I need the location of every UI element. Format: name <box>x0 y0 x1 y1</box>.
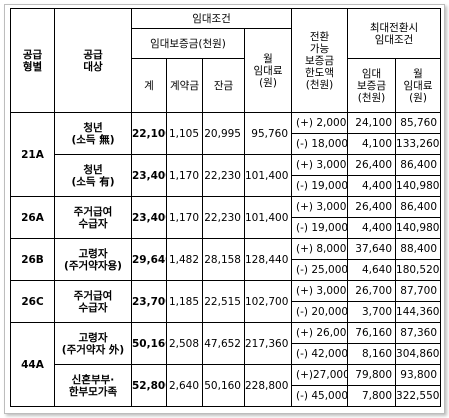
rent-cell: 101,400 <box>243 154 293 197</box>
supply-type-cell: 21A <box>10 112 55 197</box>
header-conv-deposit: 임대 보증금 (천원) <box>347 58 397 113</box>
supply-type-cell: 26C <box>10 280 55 323</box>
limit-plus-cell: (+)27,000 <box>291 364 349 386</box>
conv-rent-minus-cell: 140,980 <box>395 175 442 197</box>
header-supply-type: 공급 형별 <box>10 8 55 113</box>
header-deposit: 임대보증금(천원) <box>131 28 245 59</box>
rent-cell: 102,700 <box>243 280 293 323</box>
header-monthly-rent: 월 임대료 (원) <box>243 28 293 113</box>
total-cell: 22,100 <box>131 112 167 155</box>
supply-type-cell: 44A <box>10 322 55 407</box>
conv-deposit-plus-cell: 26,400 <box>347 196 397 218</box>
balance-cell: 22,515 <box>202 280 245 323</box>
conv-deposit-minus-cell: 7,800 <box>347 385 397 407</box>
limit-plus-cell: (+) 26,000 <box>291 322 349 344</box>
conv-rent-minus-cell: 140,980 <box>395 217 442 239</box>
conv-rent-minus-cell: 133,260 <box>395 133 442 155</box>
supply-type-cell: 26B <box>10 238 55 281</box>
supply-target-cell: 주거급여 수급자 <box>54 280 132 323</box>
conv-deposit-minus-cell: 4,400 <box>347 217 397 239</box>
total-cell: 52,800 <box>131 364 167 407</box>
contract-cell: 1,105 <box>166 112 203 155</box>
contract-cell: 2,508 <box>166 322 203 365</box>
balance-cell: 22,230 <box>202 154 245 197</box>
conv-rent-plus-cell: 88,400 <box>395 238 442 260</box>
contract-cell: 1,170 <box>166 154 203 197</box>
rent-cell: 217,360 <box>243 322 293 365</box>
conv-rent-minus-cell: 180,520 <box>395 259 442 281</box>
conv-deposit-minus-cell: 4,100 <box>347 133 397 155</box>
rent-cell: 95,760 <box>243 112 293 155</box>
supply-target-cell: 고령자 (주거약자 外) <box>54 322 132 365</box>
table-frame: 공급 형별 공급 대상 임대조건 전환 가능 보증금 한도액 (천원) 최대전환… <box>4 4 445 414</box>
header-supply-target: 공급 대상 <box>54 8 132 113</box>
balance-cell: 20,995 <box>202 112 245 155</box>
conv-deposit-plus-cell: 26,400 <box>347 154 397 176</box>
conv-deposit-minus-cell: 8,160 <box>347 343 397 365</box>
conv-rent-plus-cell: 86,400 <box>395 196 442 218</box>
total-cell: 29,640 <box>131 238 167 281</box>
conv-deposit-minus-cell: 4,400 <box>347 175 397 197</box>
total-cell: 50,160 <box>131 322 167 365</box>
header-total: 계 <box>131 58 167 113</box>
conv-rent-plus-cell: 87,360 <box>395 322 442 344</box>
limit-minus-cell: (-) 42,000 <box>291 343 349 365</box>
limit-plus-cell: (+) 8,000 <box>291 238 349 260</box>
conv-deposit-plus-cell: 24,100 <box>347 112 397 134</box>
header-balance: 잔금 <box>202 58 245 113</box>
balance-cell: 47,652 <box>202 322 245 365</box>
conv-deposit-plus-cell: 37,640 <box>347 238 397 260</box>
supply-target-cell: 주거급여 수급자 <box>54 196 132 239</box>
rent-cell: 128,440 <box>243 238 293 281</box>
conv-deposit-plus-cell: 76,160 <box>347 322 397 344</box>
balance-cell: 50,160 <box>202 364 245 407</box>
contract-cell: 2,640 <box>166 364 203 407</box>
balance-cell: 28,158 <box>202 238 245 281</box>
lease-conditions-table: 공급 형별 공급 대상 임대조건 전환 가능 보증금 한도액 (천원) 최대전환… <box>10 8 442 407</box>
conv-rent-minus-cell: 144,360 <box>395 301 442 323</box>
conv-deposit-plus-cell: 79,800 <box>347 364 397 386</box>
conv-deposit-plus-cell: 26,700 <box>347 280 397 302</box>
total-cell: 23,700 <box>131 280 167 323</box>
limit-minus-cell: (-) 18,000 <box>291 133 349 155</box>
conv-deposit-minus-cell: 3,700 <box>347 301 397 323</box>
supply-type-cell: 26A <box>10 196 55 239</box>
limit-plus-cell: (+) 3,000 <box>291 280 349 302</box>
supply-target-cell: 고령자 (주거약자용) <box>54 238 132 281</box>
conv-rent-plus-cell: 86,400 <box>395 154 442 176</box>
limit-minus-cell: (-) 19,000 <box>291 175 349 197</box>
conv-deposit-minus-cell: 4,640 <box>347 259 397 281</box>
header-lease-terms: 임대조건 <box>130 8 293 29</box>
contract-cell: 1,170 <box>166 196 203 239</box>
limit-minus-cell: (-) 20,000 <box>291 301 349 323</box>
header-convert-limit: 전환 가능 보증금 한도액 (천원) <box>291 8 349 113</box>
header-max-convert: 최대전환시 임대조건 <box>347 8 442 59</box>
supply-target-cell: 신혼부부· 한부모가족 <box>54 364 132 407</box>
conv-rent-minus-cell: 322,550 <box>395 385 442 407</box>
total-cell: 23,400 <box>131 154 167 197</box>
conv-rent-minus-cell: 304,860 <box>395 343 442 365</box>
supply-target-cell: 청년 (소득 無) <box>54 112 132 155</box>
contract-cell: 1,185 <box>166 280 203 323</box>
limit-plus-cell: (+) 2,000 <box>291 112 349 134</box>
conv-rent-plus-cell: 87,700 <box>395 280 442 302</box>
header-conv-rent: 월 임대료 (원) <box>395 58 442 113</box>
limit-plus-cell: (+) 3,000 <box>291 196 349 218</box>
limit-minus-cell: (-) 45,000 <box>291 385 349 407</box>
limit-minus-cell: (-) 19,000 <box>291 217 349 239</box>
conv-rent-plus-cell: 93,800 <box>395 364 442 386</box>
rent-cell: 228,800 <box>243 364 293 407</box>
rent-cell: 101,400 <box>243 196 293 239</box>
balance-cell: 22,230 <box>202 196 245 239</box>
conv-rent-plus-cell: 85,760 <box>395 112 442 134</box>
total-cell: 23,400 <box>131 196 167 239</box>
contract-cell: 1,482 <box>166 238 203 281</box>
limit-minus-cell: (-) 25,000 <box>291 259 349 281</box>
limit-plus-cell: (+) 3,000 <box>291 154 349 176</box>
header-contract: 계약금 <box>166 58 203 113</box>
supply-target-cell: 청년 (소득 有) <box>54 154 132 197</box>
